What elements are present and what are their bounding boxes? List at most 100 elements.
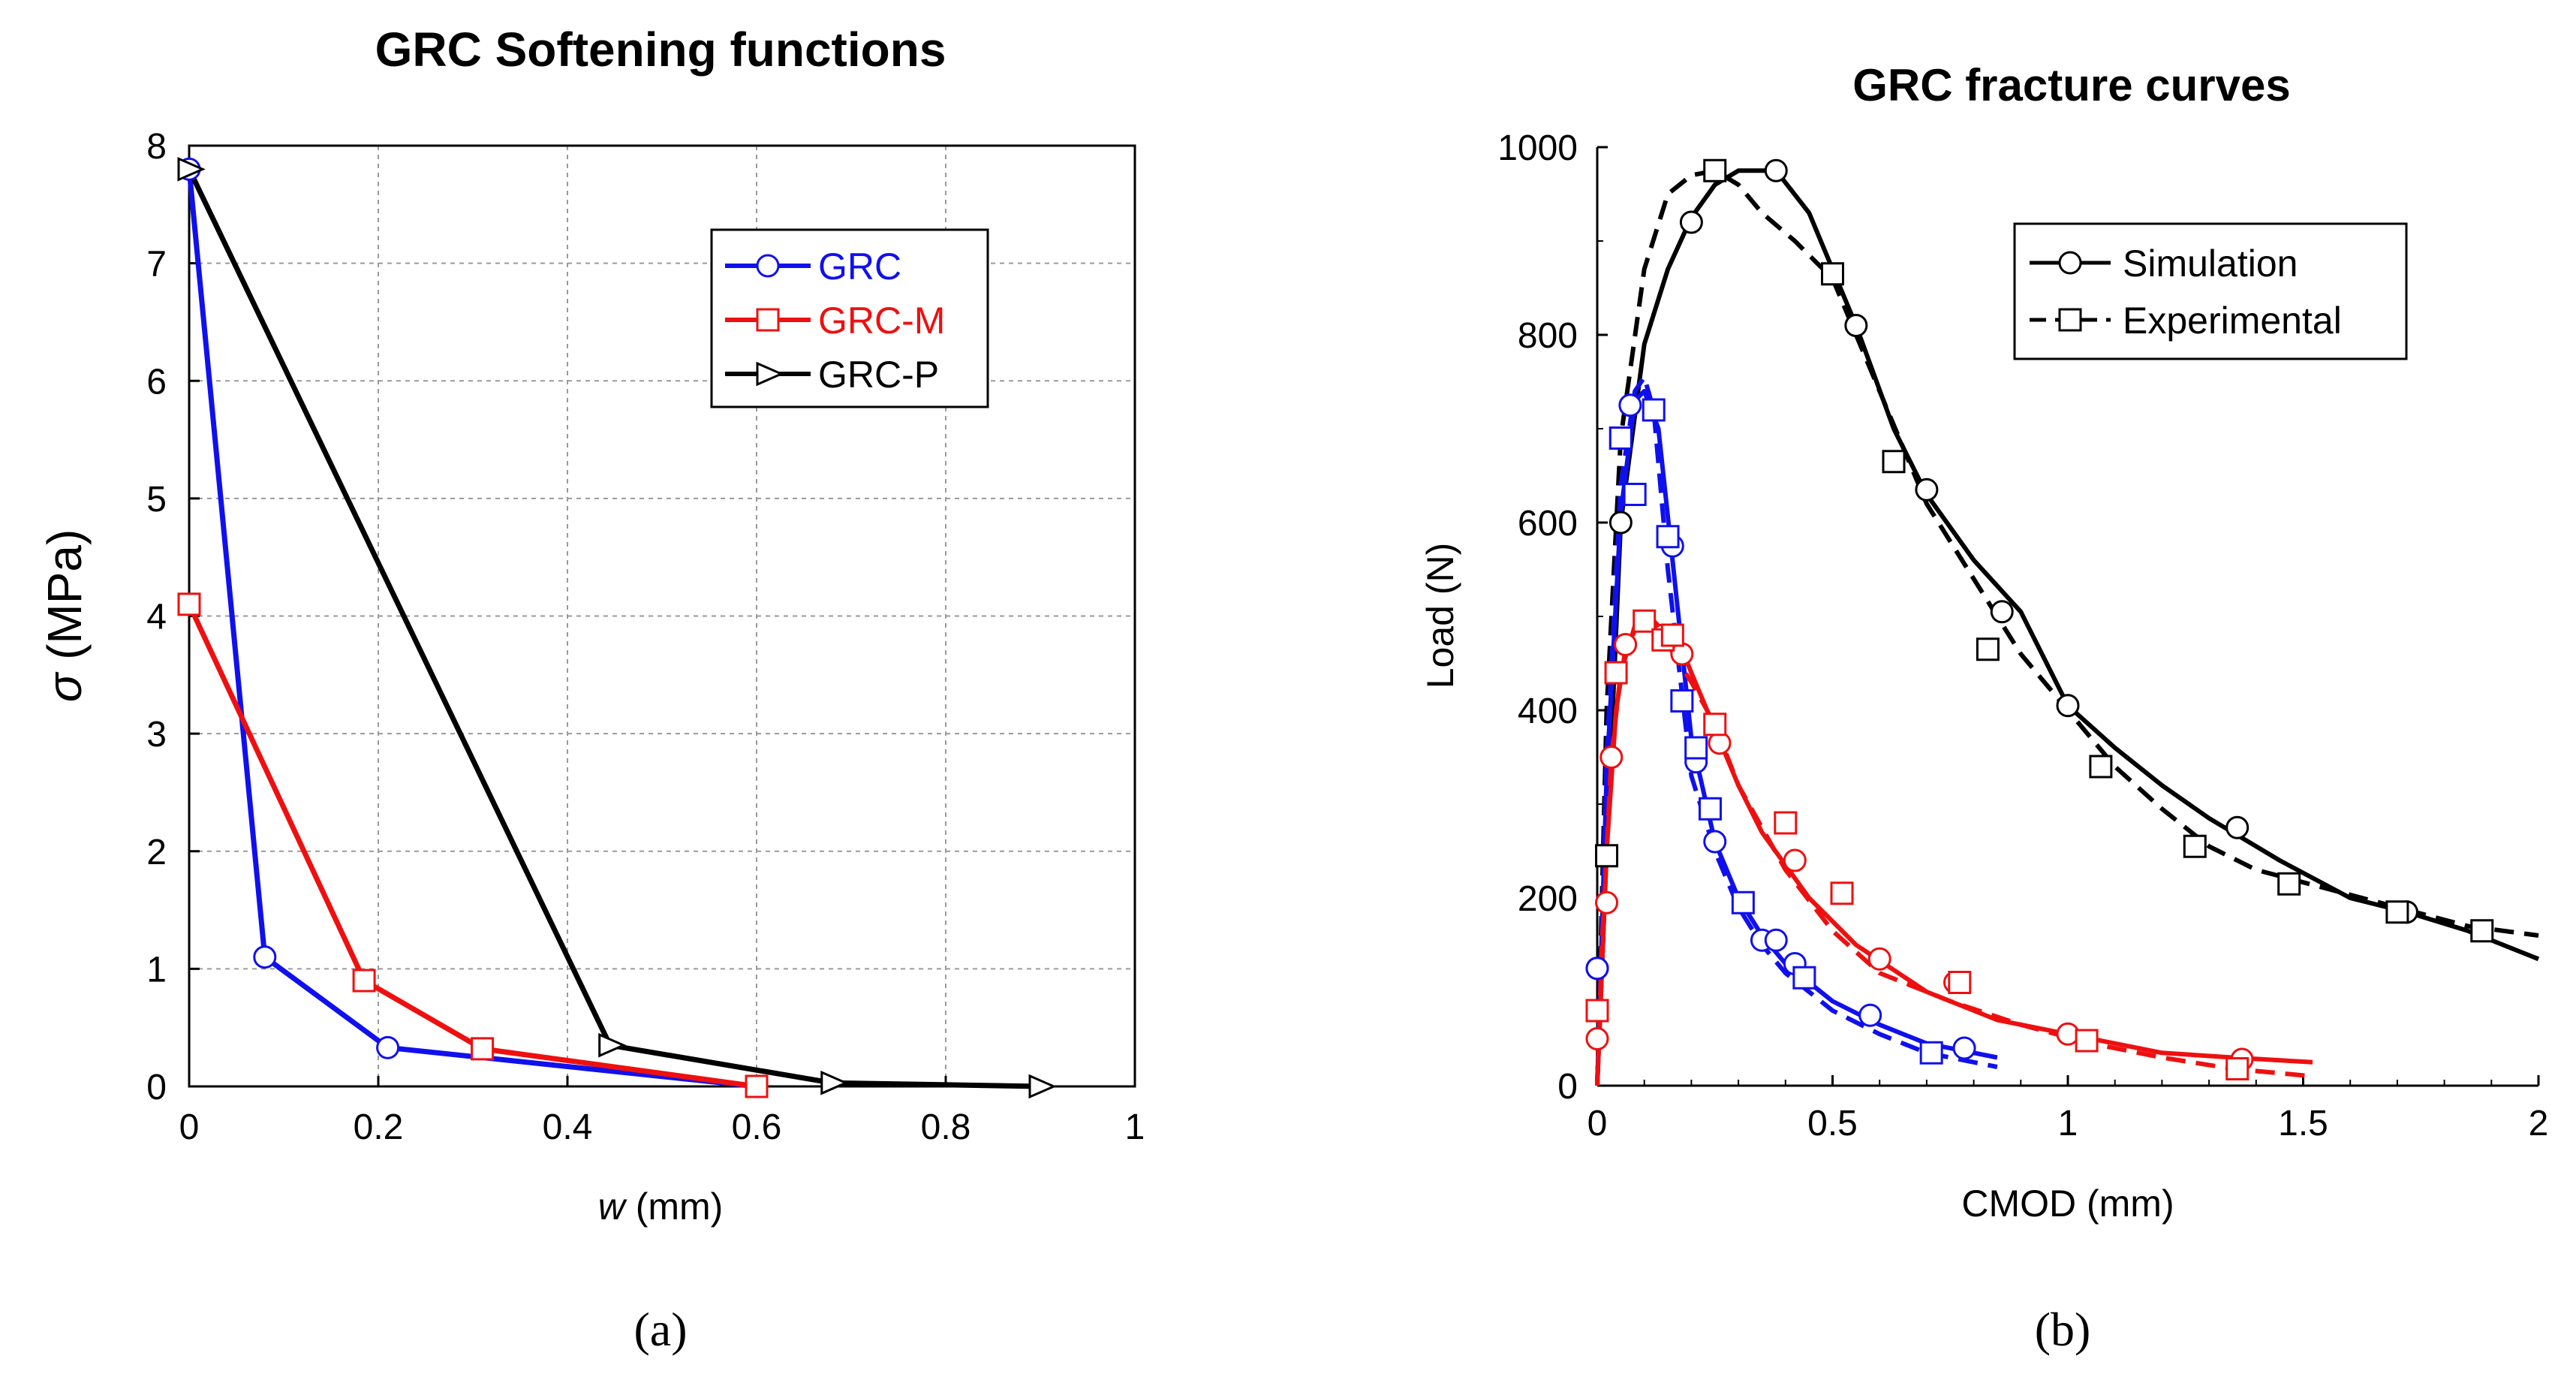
- chart-b-point-grc-p-experimental: [1882, 450, 1906, 474]
- chart-b-point-grc-p-experimental: [2277, 872, 2301, 896]
- chart-a-point-grc-m: [177, 592, 201, 616]
- chart-a-series: [177, 157, 1057, 1099]
- chart-a-title: GRC Softening functions: [375, 23, 946, 77]
- chart-b-point-grc-p-simulation: [1915, 478, 1939, 502]
- chart-a-legend-label-grc-m: GRC-M: [818, 300, 945, 342]
- chart-a-x-tick-label: 0: [179, 1107, 200, 1147]
- chart-a-point-grc-p: [177, 157, 206, 182]
- chart-b-legend-label-experimental: Experimental: [2123, 300, 2342, 342]
- chart-b-x-axis-label: CMOD (mm): [1961, 1183, 2174, 1225]
- chart-b-point-grc-simulation: [1952, 1036, 1976, 1060]
- chart-fracture-curves: GRC fracture curves 0 0.5 1 1.5 2 0 200 400 600 8…: [1419, 60, 2548, 1356]
- chart-a-x-tick-label: 0.8: [921, 1107, 971, 1147]
- chart-b-point-grc-simulation: [1858, 1003, 1882, 1027]
- chart-b-point-grc-p-experimental: [1703, 158, 1727, 182]
- chart-b-point-grc-m-experimental: [1633, 609, 1657, 633]
- chart-b-legend-marker-simulation: [2058, 251, 2082, 275]
- chart-b-y-axis-label: Load (N): [1419, 543, 1461, 689]
- chart-b-point-grc-p-simulation: [1844, 314, 1868, 337]
- chart-b-point-grc-m-experimental: [1703, 713, 1727, 737]
- chart-a-y-tick-label: 8: [146, 127, 167, 167]
- chart-b-y-tick-label: 600: [1518, 504, 1578, 544]
- chart-a-y-tick-label: 5: [146, 480, 167, 520]
- chart-b-point-grc-experimental: [1792, 966, 1816, 990]
- chart-b-point-grc-simulation: [1618, 393, 1642, 417]
- chart-b-point-grc-p-simulation: [2056, 694, 2080, 718]
- chart-a-point-grc: [376, 1035, 400, 1059]
- chart-b-legend-box: [2013, 222, 2408, 360]
- chart-a-series-line-grc-p: [186, 167, 1041, 1089]
- chart-a-y-axis-label: σ (MPa): [38, 529, 92, 703]
- chart-b-point-grc-m-experimental: [1604, 661, 1628, 685]
- chart-a-x-tick-label: 0.6: [732, 1107, 782, 1147]
- chart-b-point-grc-p-simulation: [1764, 158, 1788, 182]
- chart-a-x-tick-label: 0.4: [543, 1107, 593, 1147]
- chart-b-point-grc-p-simulation: [1990, 600, 2014, 624]
- chart-b-curve-grc-p-experimental: [1595, 168, 2539, 1086]
- chart-b-point-grc-experimental: [1623, 483, 1647, 506]
- chart-b-point-grc-p-experimental: [2385, 900, 2409, 924]
- chart-a-x-axis-label: w (mm): [598, 1186, 724, 1228]
- chart-b-point-grc-experimental: [1670, 689, 1694, 713]
- chart-b-y-tick-label: 1000: [1497, 128, 1578, 168]
- chart-b-point-grc-m-simulation: [1867, 947, 1891, 971]
- chart-a-y-tick-label: 6: [146, 362, 167, 402]
- chart-b-point-grc-m-experimental: [2075, 1029, 2099, 1053]
- chart-b-point-grc-experimental: [1731, 890, 1755, 914]
- chart-b-point-grc-m-experimental: [1660, 623, 1684, 647]
- chart-b-point-grc-experimental: [1656, 525, 1680, 549]
- chart-a-y-tick-label: 4: [146, 598, 167, 637]
- chart-b-point-grc-m-experimental: [1774, 811, 1798, 835]
- chart-b-point-grc-p-experimental: [1821, 262, 1844, 286]
- chart-b-point-grc-experimental: [1684, 736, 1708, 760]
- chart-a-y-tick-label: 3: [146, 715, 167, 755]
- chart-a-y-label-unit: (MPa): [38, 529, 92, 673]
- chart-b-point-grc-simulation: [1703, 830, 1727, 854]
- chart-b-point-grc-p-simulation: [1679, 210, 1703, 234]
- chart-b-point-grc-p-experimental: [2470, 919, 2494, 943]
- chart-b-point-grc-p-experimental: [2183, 834, 2207, 858]
- chart-b-curve-grc-experimental: [1595, 375, 1998, 1086]
- chart-a-y-tick-label: 7: [146, 245, 167, 285]
- chart-b-point-grc-simulation: [1585, 957, 1609, 981]
- chart-b-point-grc-p-experimental: [1595, 844, 1619, 868]
- chart-b-point-grc-p-simulation: [1608, 511, 1633, 535]
- chart-b-point-grc-m-simulation: [1599, 746, 1624, 769]
- chart-b-x-tick-label: 0: [1587, 1104, 1608, 1143]
- chart-b-point-grc-m-experimental: [1830, 881, 1854, 905]
- chart-a-point-grc-m: [745, 1074, 769, 1098]
- chart-b-point-grc-m-experimental: [1948, 971, 1972, 994]
- chart-b-point-grc-m-simulation: [1585, 1027, 1609, 1050]
- chart-b-y-tick-label: 200: [1518, 879, 1578, 919]
- chart-b-y-tick-label: 400: [1518, 691, 1578, 731]
- chart-b-point-grc-p-experimental: [2089, 755, 2113, 779]
- chart-b-point-grc-m-experimental: [2225, 1057, 2249, 1080]
- chart-softening-functions: GRC Softening functions 0 0.2 0.4 0.6 0.8 1 0 1…: [38, 23, 1145, 1356]
- chart-a-point-grc-p: [1028, 1074, 1057, 1099]
- chart-b-legend-marker-experimental: [2058, 308, 2082, 332]
- chart-b-x-tick-label: 0.5: [1807, 1104, 1858, 1143]
- chart-a-legend-marker-grc: [756, 254, 780, 278]
- chart-a-point-grc-p: [598, 1032, 627, 1058]
- chart-b-point-grc-m-experimental: [1585, 999, 1609, 1023]
- chart-a-legend-marker-grc-m: [756, 308, 780, 332]
- chart-b-ticks: 0 0.5 1 1.5 2 0 200 400 600 800 1000: [1497, 128, 2548, 1143]
- chart-a-x-tick-label: 0.2: [354, 1107, 404, 1147]
- chart-b-point-grc-m-simulation: [1595, 890, 1619, 914]
- chart-b-title: GRC fracture curves: [1852, 60, 2291, 110]
- chart-b-legend: Simulation Experimental: [2013, 222, 2408, 360]
- chart-a-y-label-var: σ: [38, 671, 92, 702]
- chart-a-y-tick-label: 0: [146, 1068, 167, 1107]
- chart-a-x-label-var: w: [598, 1186, 627, 1228]
- chart-b-x-tick-label: 1: [2058, 1104, 2078, 1143]
- chart-a-x-label-unit: (mm): [625, 1186, 724, 1228]
- chart-b-point-grc-p-simulation: [2225, 815, 2249, 839]
- chart-b-point-grc-m-simulation: [1614, 633, 1638, 656]
- chart-a-panel-label: (a): [633, 1303, 687, 1356]
- chart-a-y-tick-label: 2: [146, 833, 167, 872]
- chart-a-legend-marker-grc-p: [756, 361, 784, 387]
- chart-b-point-grc-experimental: [1698, 797, 1722, 821]
- chart-a-legend: GRC GRC-M GRC-P: [710, 228, 989, 408]
- chart-b-point-grc-experimental: [1642, 398, 1666, 422]
